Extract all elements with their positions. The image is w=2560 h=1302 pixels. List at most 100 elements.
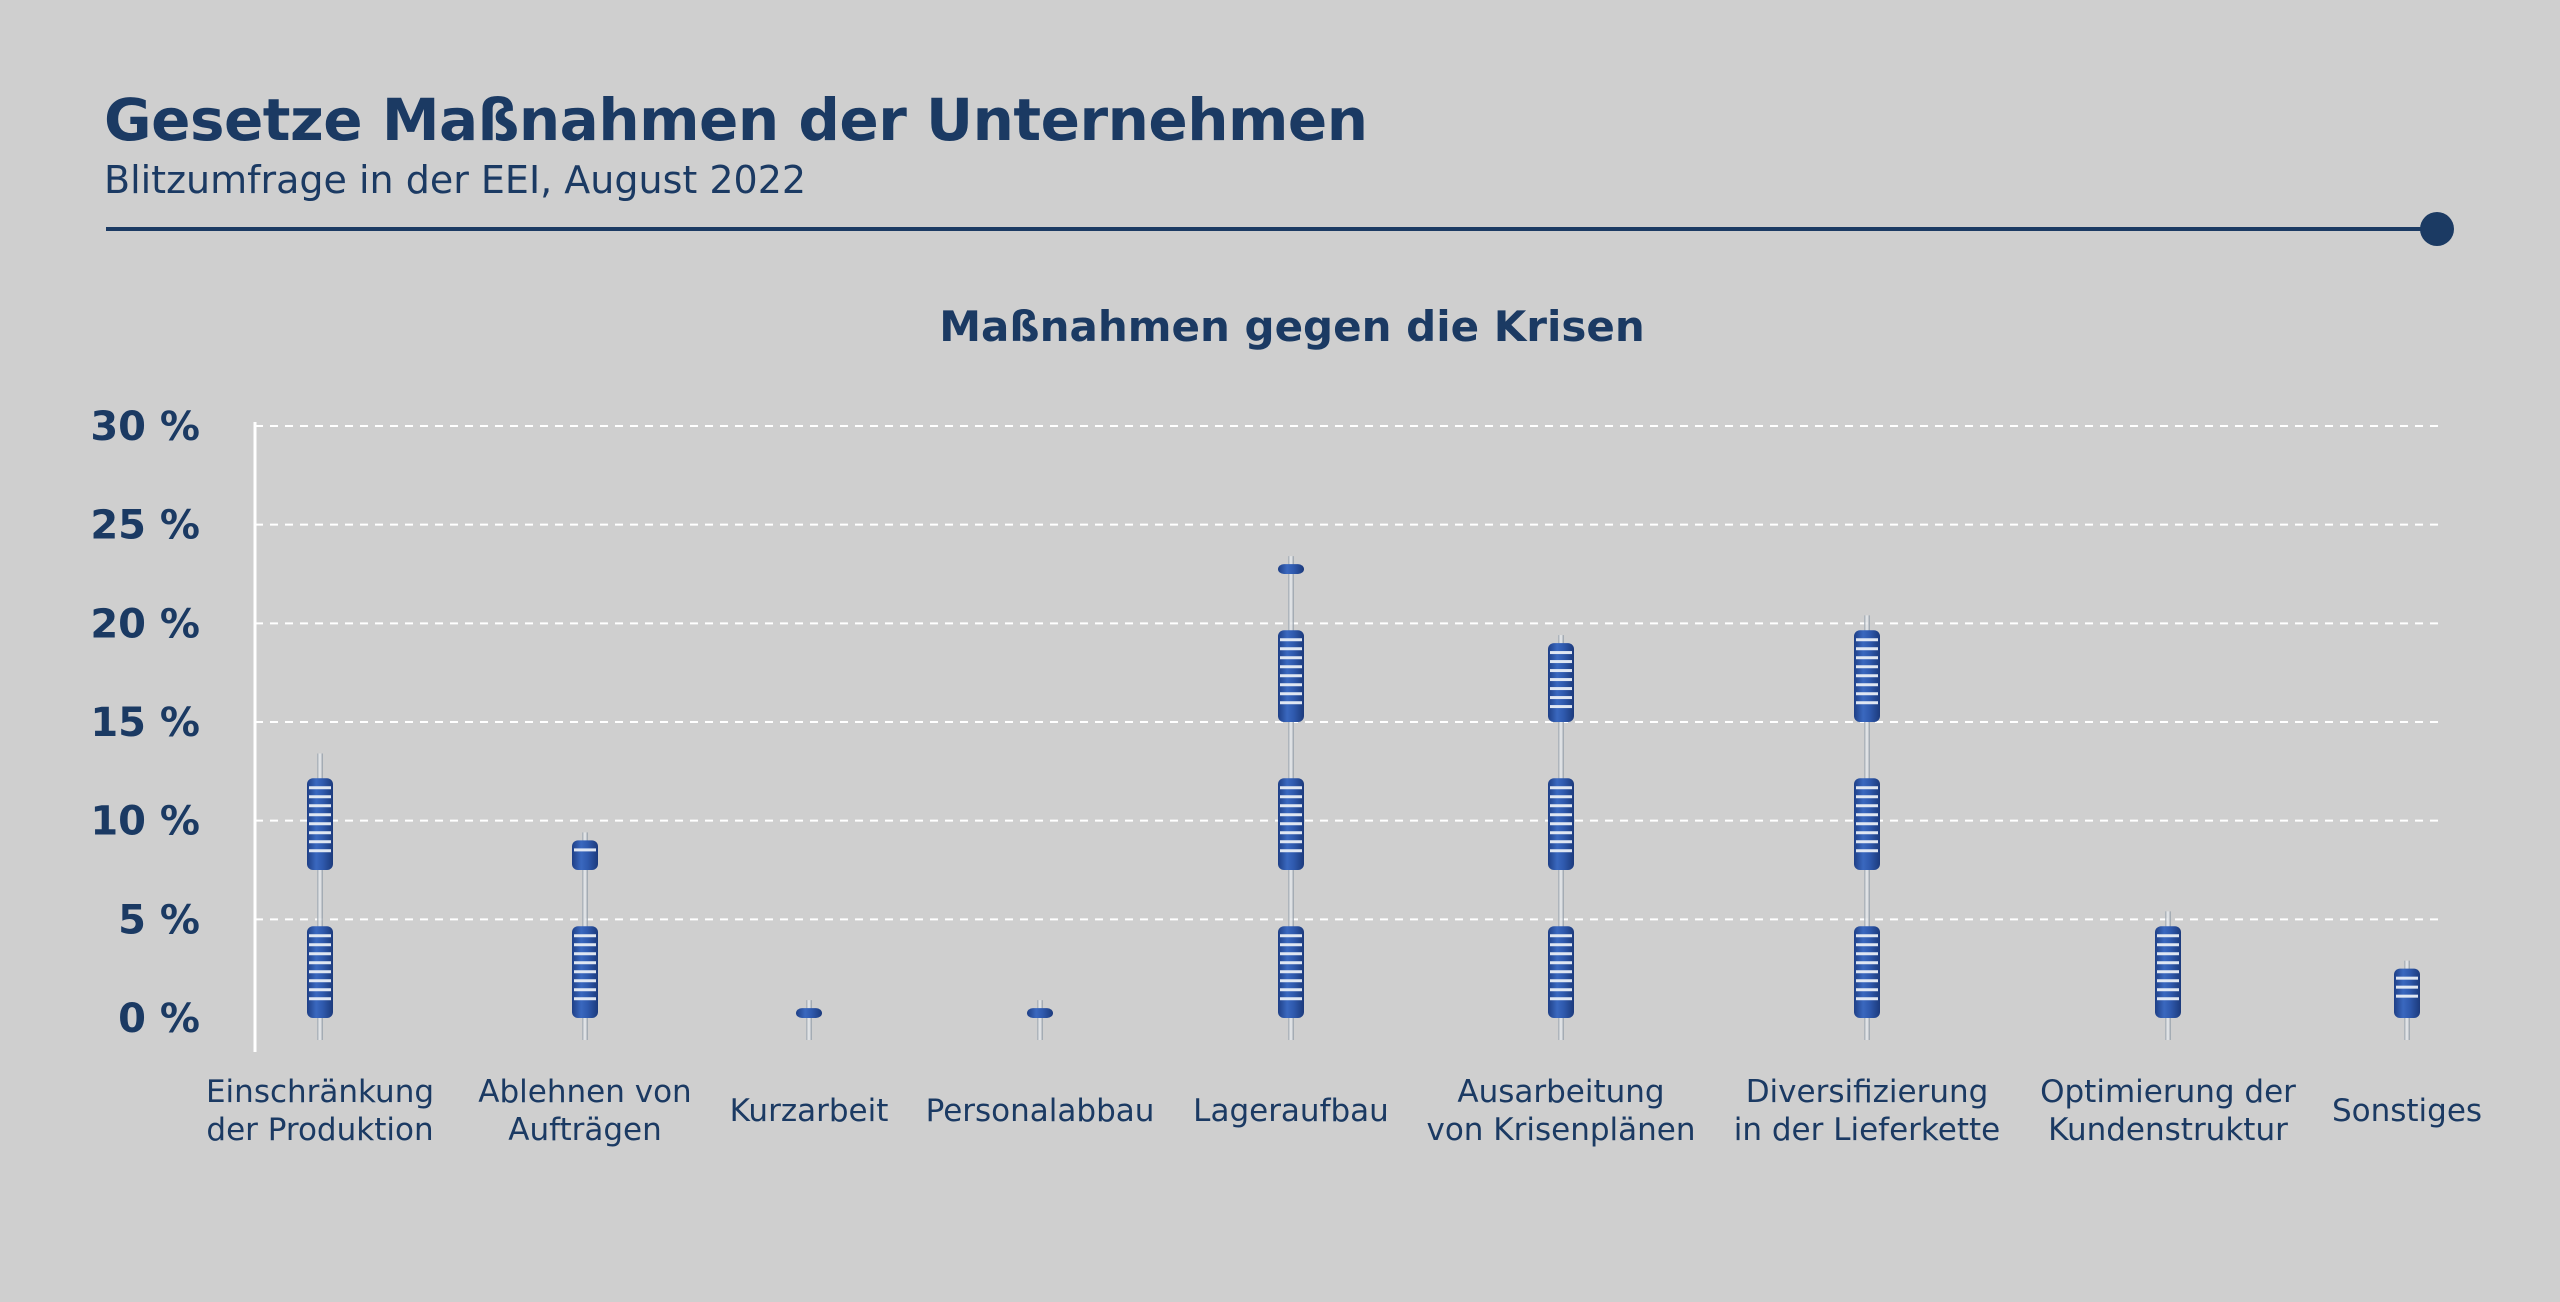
bar-stripe <box>1280 683 1302 687</box>
bar <box>2394 960 2420 1040</box>
x-tick-label: Sonstiges <box>2332 1093 2482 1129</box>
bar-stripe <box>1856 647 1878 651</box>
bar-stripe <box>1280 831 1302 835</box>
bar-stripe <box>309 849 331 853</box>
bar-stripe <box>309 988 331 992</box>
bar-stripe <box>1280 674 1302 678</box>
bar-stripe <box>309 804 331 808</box>
bar <box>2155 911 2181 1040</box>
bar-stripe <box>1280 822 1302 826</box>
bar <box>796 1000 822 1040</box>
bar-stripe <box>574 848 596 852</box>
bar-stripe <box>2157 988 2179 992</box>
bar-stripe <box>1280 656 1302 660</box>
bar <box>307 753 333 1040</box>
page-title: Gesetze Maßnahmen der Unternehmen <box>104 86 1368 154</box>
bar-stripe <box>309 813 331 817</box>
y-tick-label: 25 % <box>90 503 200 549</box>
bar-stripe <box>309 997 331 1001</box>
bar-stripe <box>1856 979 1878 983</box>
bar-stripe <box>2157 970 2179 974</box>
bar-stripe <box>1550 934 1572 938</box>
bar-segment <box>1027 1008 1053 1018</box>
bar-stripe <box>574 988 596 992</box>
bar-stripe <box>1856 970 1878 974</box>
x-tick-label: Optimierung der Kundenstruktur <box>2040 1074 2296 1148</box>
bar <box>1548 635 1574 1040</box>
bar-stripe <box>1550 678 1572 682</box>
bar-stripe <box>1550 813 1572 817</box>
x-tick-label: Diversifizierung in der Lieferkette <box>1734 1074 2000 1148</box>
bar-stripe <box>1550 961 1572 965</box>
bar-stripe <box>574 952 596 956</box>
header-divider <box>106 227 2438 231</box>
bar-stripe <box>574 979 596 983</box>
bar-stripe <box>1856 813 1878 817</box>
bar-stripe <box>1280 804 1302 808</box>
bar-stripe <box>1550 660 1572 664</box>
bar-stripe <box>574 970 596 974</box>
bar <box>572 832 598 1040</box>
bar-stripe <box>309 795 331 799</box>
bar-stripe <box>2157 997 2179 1001</box>
bar-stripe <box>1856 934 1878 938</box>
bar-stripe <box>1280 665 1302 669</box>
bar-stripe <box>1280 952 1302 956</box>
bar-stripe <box>1856 804 1878 808</box>
bar-stripe <box>2396 994 2418 998</box>
bar-stripe <box>1856 638 1878 642</box>
bar-stripe <box>1550 786 1572 790</box>
bar-stripe <box>1280 647 1302 651</box>
bar-stripe <box>2157 934 2179 938</box>
bar-stripe <box>309 786 331 790</box>
bar-stripe <box>1856 988 1878 992</box>
bar-stripe <box>309 840 331 844</box>
bar-stripe <box>1550 970 1572 974</box>
bar <box>1027 1000 1053 1040</box>
bar-segment <box>1278 564 1304 574</box>
bar-lead <box>806 1000 812 1040</box>
page-subtitle: Blitzumfrage in der EEI, August 2022 <box>104 158 807 202</box>
bar-lead <box>1037 1000 1043 1040</box>
bar-stripe <box>1550 795 1572 799</box>
bar-stripe <box>1280 849 1302 853</box>
bar-stripe <box>1280 786 1302 790</box>
bar-stripe <box>1856 840 1878 844</box>
bar-stripe <box>1550 840 1572 844</box>
bar-stripe <box>1280 701 1302 705</box>
bar-stripe <box>1550 849 1572 853</box>
bars-layer <box>307 556 2420 1040</box>
bar-stripe <box>1550 651 1572 655</box>
bar-stripe <box>574 934 596 938</box>
bar-stripe <box>1550 669 1572 673</box>
y-tick-label: 10 % <box>90 799 200 845</box>
chart-title: Maßnahmen gegen die Krisen <box>939 302 1645 351</box>
bar-stripe <box>2396 985 2418 989</box>
bar-stripe <box>1550 822 1572 826</box>
bar-stripe <box>1856 831 1878 835</box>
bar-stripe <box>1856 674 1878 678</box>
bar-stripe <box>1550 804 1572 808</box>
bar-stripe <box>1856 786 1878 790</box>
bar-segment <box>572 840 598 870</box>
bar-stripe <box>309 952 331 956</box>
bar-stripe <box>309 979 331 983</box>
bar <box>1854 615 1880 1040</box>
bar-stripe <box>2157 979 2179 983</box>
bar-stripe <box>1856 997 1878 1001</box>
bar-stripe <box>1280 988 1302 992</box>
bar-stripe <box>2157 943 2179 947</box>
bar-stripe <box>1856 701 1878 705</box>
bar-stripe <box>574 997 596 1001</box>
bar-stripe <box>1280 979 1302 983</box>
bar-stripe <box>1550 988 1572 992</box>
y-tick-label: 30 % <box>90 404 200 450</box>
bar-stripe <box>1280 943 1302 947</box>
x-tick-label: Einschränkung der Produktion <box>206 1074 434 1148</box>
bar-stripe <box>1280 961 1302 965</box>
bar-stripe <box>1856 952 1878 956</box>
bar-stripe <box>1550 705 1572 709</box>
x-tick-label: Ausarbeitung von Krisenplänen <box>1426 1074 1695 1148</box>
bar-segment <box>796 1008 822 1018</box>
